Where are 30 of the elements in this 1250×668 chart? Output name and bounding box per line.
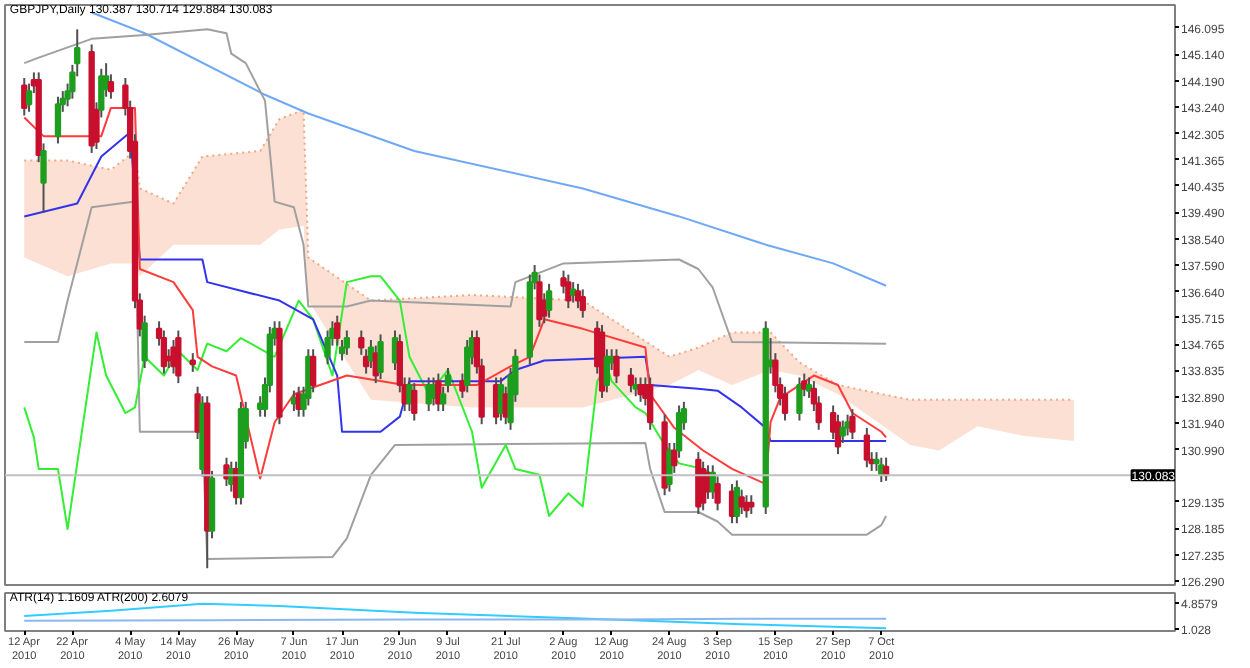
candlestick: [189, 352, 196, 373]
candlestick: [627, 366, 635, 394]
candlestick: [536, 273, 543, 328]
line-series: [23, 106, 888, 486]
candlestick: [406, 376, 413, 413]
line-series: [23, 108, 1075, 401]
candlestick: [54, 95, 62, 145]
line-series: [23, 28, 888, 345]
line-series: [23, 602, 888, 630]
candlestick: [464, 339, 471, 394]
candlestick: [579, 288, 586, 319]
candlestick: [603, 348, 611, 394]
candlestick: [545, 282, 553, 319]
candlestick: [781, 385, 789, 422]
candlestick: [411, 382, 418, 422]
candlestick: [613, 348, 620, 385]
candlestick: [743, 494, 750, 519]
candlestick: [647, 376, 654, 431]
candlestick: [849, 408, 856, 441]
candlestick: [863, 426, 871, 469]
candlestick: [160, 329, 168, 375]
candlestick: [834, 413, 842, 456]
candlestick: [343, 329, 351, 356]
candlestick: [748, 494, 755, 515]
candlestick: [175, 329, 182, 385]
candlestick: [435, 372, 442, 413]
candlestick: [569, 281, 577, 304]
line-series: [90, 11, 888, 287]
candlestick: [839, 419, 846, 444]
candlestick: [324, 329, 331, 366]
